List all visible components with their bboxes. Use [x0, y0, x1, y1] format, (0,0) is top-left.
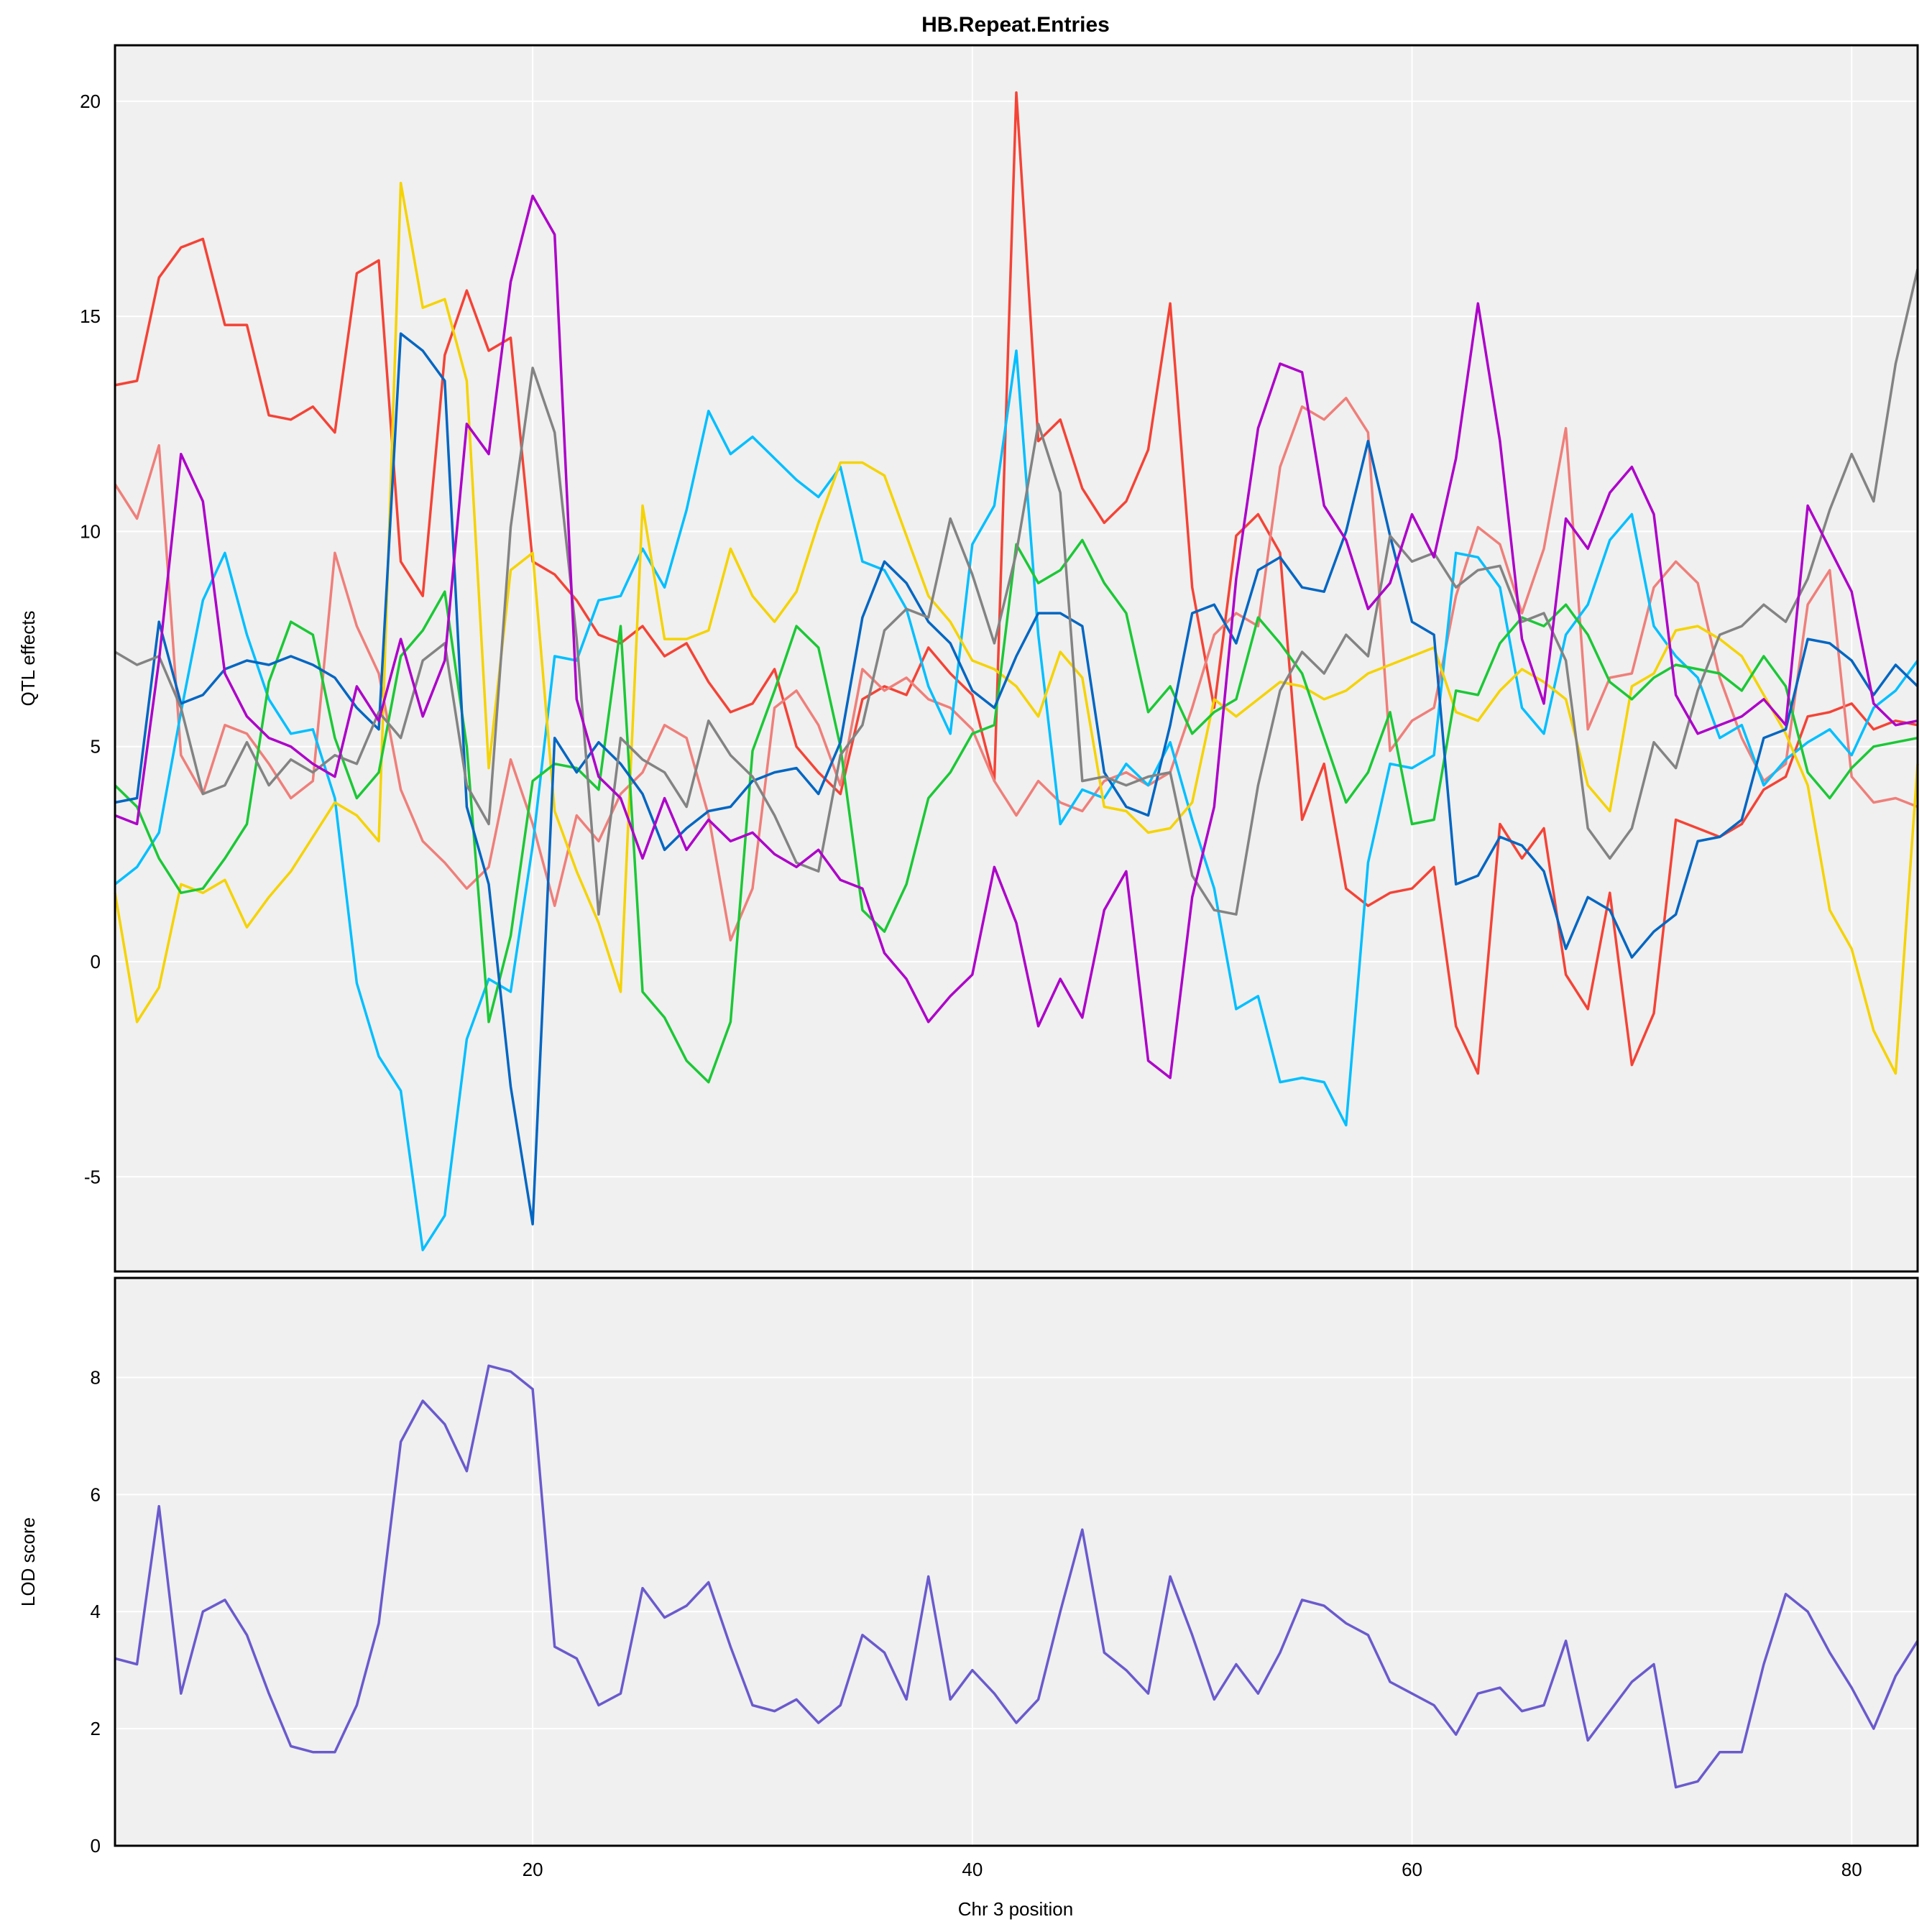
lod-score-series-line-1 [114, 1364, 1919, 1789]
bottom-panel-frame [114, 1276, 1919, 1847]
y-tick-label: 20 [80, 91, 101, 112]
y-tick-label: 4 [91, 1601, 101, 1622]
y-tick-label: 5 [91, 736, 101, 758]
y-tick-label: 10 [80, 520, 101, 542]
qtl-effect-series-line-6 [114, 332, 1919, 1225]
qtl-effect-series-line-5 [114, 538, 1918, 1084]
y-tick-label: 0 [91, 951, 101, 972]
x-tick-label: 40 [962, 1859, 983, 1880]
y-tick-label: 8 [91, 1366, 101, 1388]
x-tick-labels: 20 40 60 80 [523, 1859, 1862, 1880]
bottom-panel-background [115, 1278, 1918, 1846]
x-tick-label: 20 [523, 1859, 543, 1880]
qtl-effect-series-line-3 [114, 349, 1919, 1251]
top-y-tick-labels: -5 0 5 10 15 20 [80, 91, 101, 1187]
y-tick-label: -5 [84, 1166, 101, 1187]
chart-title: HB.Repeat.Entries [921, 13, 1110, 37]
top-panel-frame [114, 44, 1919, 1273]
top-y-axis-label: QTL effects [17, 611, 39, 707]
x-tick-label: 60 [1402, 1859, 1422, 1880]
y-tick-label: 2 [91, 1718, 101, 1739]
x-axis-label: Chr 3 position [958, 1898, 1073, 1920]
qtl-effect-series-group [114, 91, 1919, 1251]
bottom-y-tick-labels: 0 2 4 6 8 [91, 1366, 101, 1857]
qtl-effect-series-line-2 [114, 397, 1918, 942]
bottom-y-axis-label: LOD score [17, 1517, 39, 1606]
y-tick-label: 15 [80, 305, 101, 327]
lod-score-series-group [114, 1364, 1919, 1789]
qtl-effect-series-line-1 [114, 91, 1918, 1075]
qtl-effect-series-line-8 [114, 194, 1918, 1080]
y-tick-label: 6 [91, 1484, 101, 1505]
qtl-effect-series-line-4 [114, 181, 1919, 1075]
x-tick-label: 80 [1841, 1859, 1862, 1880]
y-tick-label: 0 [91, 1835, 101, 1857]
